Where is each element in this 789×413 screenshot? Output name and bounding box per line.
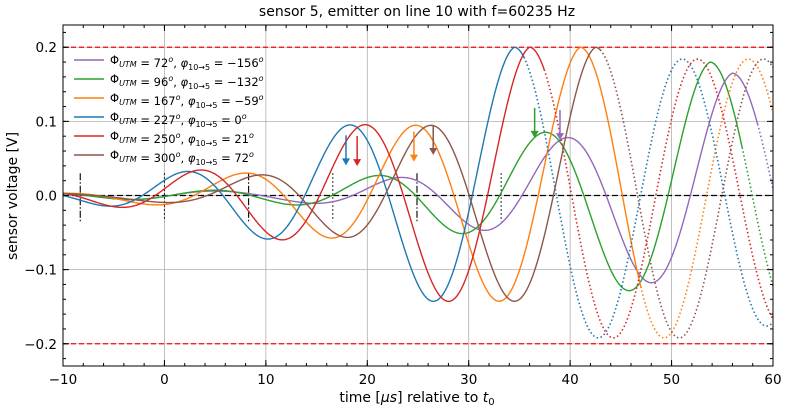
legend-entry: ΦUTM = 167o, φ10→5 = −59o (110, 91, 264, 110)
series-line-solid (62, 61, 743, 292)
legend-entry: ΦUTM = 300o, φ10→5 = 72o (110, 148, 254, 167)
legend-entry: ΦUTM = 250o, φ10→5 = 21o (110, 129, 254, 148)
series-line-dotted (599, 49, 774, 339)
x-tick-label: −10 (49, 372, 78, 388)
x-tick-label: 30 (460, 372, 477, 388)
series-line-dotted (756, 123, 774, 189)
reference-lines (63, 46, 773, 345)
y-tick-label: 0.2 (36, 40, 57, 56)
onset-arrows (341, 107, 564, 167)
chart-title: sensor 5, emitter on line 10 with f=6023… (259, 4, 575, 20)
y-tick-label: 0.0 (36, 189, 57, 205)
y-tick-label: −0.2 (24, 337, 57, 353)
x-tick-label: 60 (764, 372, 781, 388)
data-series (62, 46, 774, 339)
legend-entry: ΦUTM = 227o, φ10→5 = 0o (110, 110, 247, 129)
onset-arrow-head (353, 159, 362, 167)
x-tick-label: 10 (257, 372, 274, 388)
onset-arrow-head (409, 154, 418, 162)
y-axis-label: sensor voltage [V] (5, 132, 21, 260)
onset-markers (79, 173, 502, 222)
series-line-solid (62, 46, 545, 303)
onset-arrow-head (530, 130, 539, 138)
x-tick-label: 40 (562, 372, 579, 388)
series-line-solid (62, 46, 601, 302)
x-axis-label: time [μs] relative to t0 (339, 390, 494, 408)
series-line-solid (62, 46, 525, 302)
series-line-dotted (523, 56, 774, 339)
y-tick-label: −0.1 (24, 263, 57, 279)
series-line-solid (62, 46, 642, 302)
legend-entry: ΦUTM = 96o, φ10→5 = −132o (110, 72, 264, 91)
series-line-dotted (741, 147, 774, 287)
onset-arrow-head (429, 147, 438, 155)
x-tick-label: 50 (663, 372, 680, 388)
series-line-dotted (543, 58, 774, 339)
x-tick-label: 20 (359, 372, 376, 388)
legend-entry: ΦUTM = 72o, φ10→5 = −156o (110, 53, 264, 72)
onset-arrow-head (556, 133, 564, 141)
series-line-dotted (639, 58, 774, 339)
axis-ticks: −10 0 10 20 30 40 50 60 −0.2 −0.1 0.0 0.1 0.2 (24, 25, 782, 388)
y-tick-label: 0.1 (36, 114, 57, 130)
onset-arrow-head (341, 158, 350, 166)
x-tick-label: 0 (160, 372, 169, 388)
